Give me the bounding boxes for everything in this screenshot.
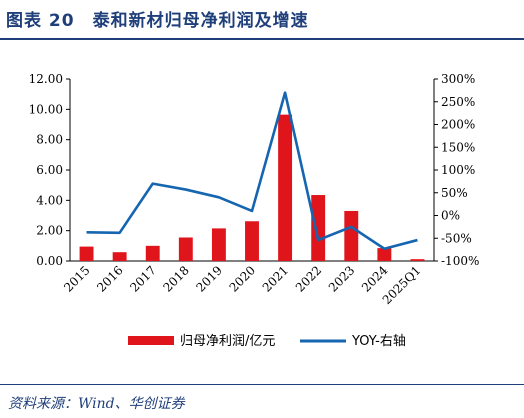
right-tick-label: 50% xyxy=(441,186,468,200)
chart-canvas: 0.00 2.00 4.00 6.00 8.00 10.00 12.00 -100% -50%… xyxy=(29,72,480,349)
x-tick-label: 2015 xyxy=(61,263,92,294)
x-tick-label: 2021 xyxy=(260,263,291,294)
bar-series xyxy=(79,114,425,262)
bar xyxy=(344,210,359,261)
bar xyxy=(79,246,94,261)
source-note: 资料来源：Wind、华创证券 xyxy=(8,396,185,412)
right-tick-label: 300% xyxy=(441,72,475,86)
right-tick-label: 200% xyxy=(441,118,475,132)
bar xyxy=(112,252,127,261)
right-tick-label: 0% xyxy=(441,209,460,223)
bar xyxy=(211,228,226,261)
x-tick-label: 2017 xyxy=(127,263,158,294)
x-tick-label: 2016 xyxy=(94,263,125,294)
x-axis: 2015 2016 2017 2018 2019 2020 2021 2022 2023 2024… xyxy=(61,260,434,307)
right-tick-label: -100% xyxy=(441,254,479,268)
bar xyxy=(278,114,293,262)
left-tick-label: 10.00 xyxy=(29,102,63,116)
bar xyxy=(410,259,425,261)
x-tick-label: 2020 xyxy=(227,263,258,294)
title-divider xyxy=(0,38,524,40)
right-tick-label: 250% xyxy=(441,95,475,109)
x-tick-label: 2019 xyxy=(194,263,225,294)
source-divider xyxy=(0,384,524,385)
legend-label-bar: 归母净利润/亿元 xyxy=(180,334,275,349)
left-tick-label: 6.00 xyxy=(36,163,63,177)
line-series xyxy=(86,91,418,251)
left-tick-label: 8.00 xyxy=(36,133,63,147)
right-y-axis: -100% -50% 0% 50% 100% 150% 200% 250% 300% xyxy=(433,72,479,268)
legend-label-line: YOY-右轴 xyxy=(351,334,406,349)
bar xyxy=(178,237,193,261)
x-tick-label: 2023 xyxy=(326,263,357,294)
bar xyxy=(245,221,259,261)
right-tick-label: 150% xyxy=(441,140,475,154)
bar xyxy=(311,195,326,261)
left-tick-label: 2.00 xyxy=(36,224,63,238)
legend-swatch-bar xyxy=(128,336,174,345)
x-tick-label: 2018 xyxy=(160,263,191,294)
left-tick-label: 4.00 xyxy=(36,193,63,207)
x-tick-label: 2022 xyxy=(293,263,324,294)
left-tick-label: 12.00 xyxy=(29,72,63,86)
left-y-axis: 0.00 2.00 4.00 6.00 8.00 10.00 12.00 xyxy=(29,72,71,268)
legend: 归母净利润/亿元 YOY-右轴 xyxy=(128,334,406,349)
right-tick-label: -50% xyxy=(441,231,472,245)
chart-title: 图表 20 泰和新材归母净利润及增速 xyxy=(6,11,309,31)
left-tick-label: 0.00 xyxy=(36,254,63,268)
right-tick-label: 100% xyxy=(441,163,475,177)
bar xyxy=(377,248,392,261)
bar xyxy=(145,245,160,261)
